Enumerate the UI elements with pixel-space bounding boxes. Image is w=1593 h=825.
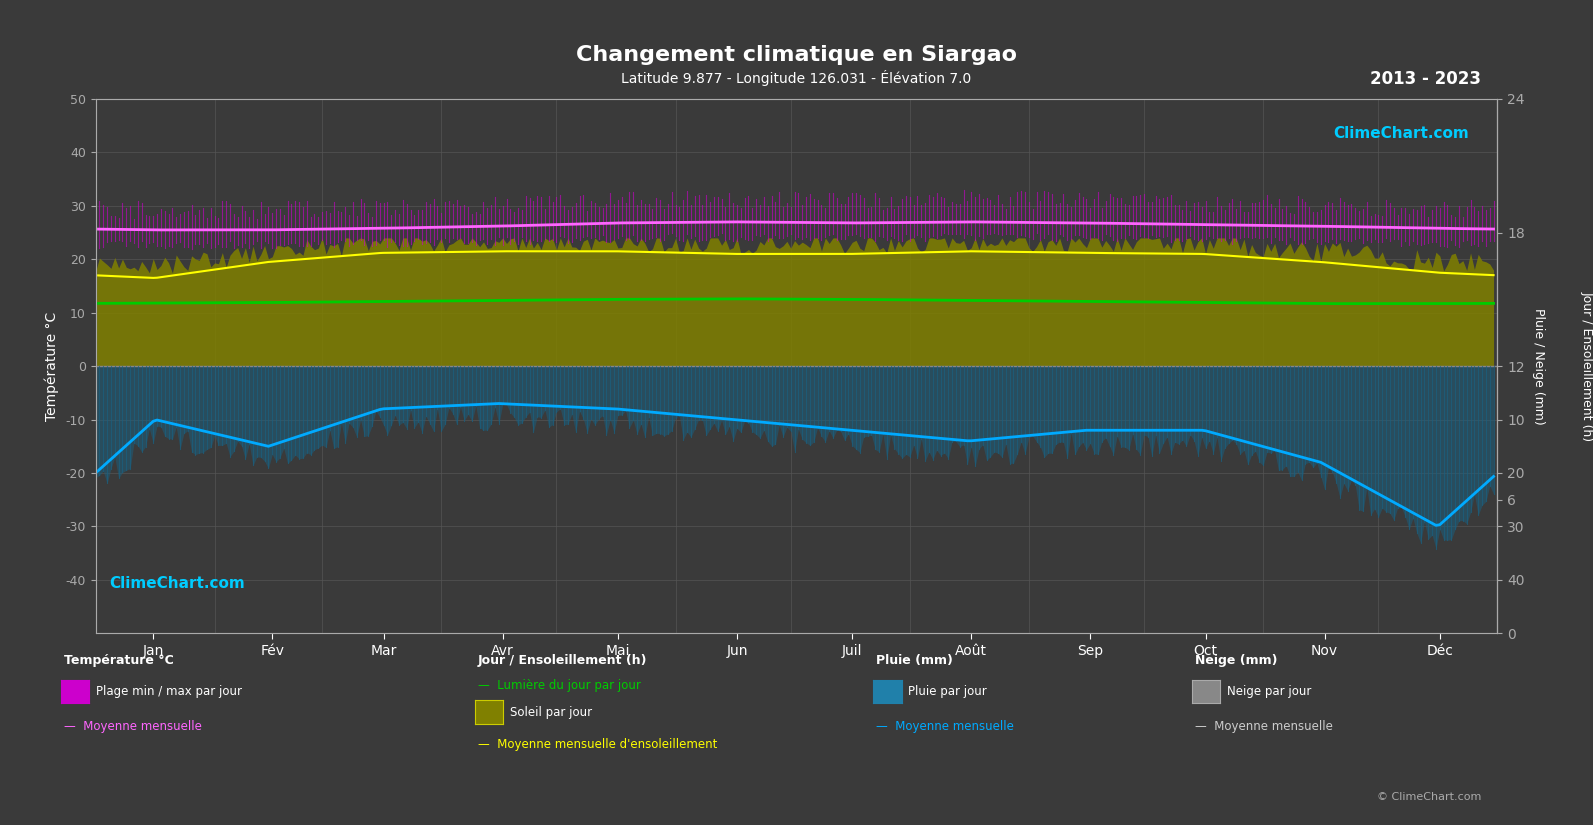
Text: Latitude 9.877 - Longitude 126.031 - Élévation 7.0: Latitude 9.877 - Longitude 126.031 - Élé… xyxy=(621,70,972,86)
Y-axis label: Pluie / Neige (mm): Pluie / Neige (mm) xyxy=(1532,308,1545,425)
Text: Changement climatique en Siargao: Changement climatique en Siargao xyxy=(577,45,1016,65)
Text: —  Lumière du jour par jour: — Lumière du jour par jour xyxy=(478,679,640,692)
Text: Pluie (mm): Pluie (mm) xyxy=(876,654,953,667)
Text: —  Moyenne mensuelle: — Moyenne mensuelle xyxy=(1195,720,1333,733)
Text: Jour / Ensoleillement (h): Jour / Ensoleillement (h) xyxy=(478,654,647,667)
Text: —  Moyenne mensuelle: — Moyenne mensuelle xyxy=(876,720,1015,733)
Text: Pluie par jour: Pluie par jour xyxy=(908,686,986,699)
Y-axis label: Température °C: Température °C xyxy=(45,312,59,421)
Y-axis label: Jour / Ensoleillement (h): Jour / Ensoleillement (h) xyxy=(1580,291,1593,441)
Text: Soleil par jour: Soleil par jour xyxy=(510,706,593,719)
Text: Neige par jour: Neige par jour xyxy=(1227,686,1311,699)
Text: ClimeChart.com: ClimeChart.com xyxy=(1333,125,1469,141)
Text: Plage min / max par jour: Plage min / max par jour xyxy=(96,686,242,699)
Text: Température °C: Température °C xyxy=(64,654,174,667)
Text: © ClimeChart.com: © ClimeChart.com xyxy=(1376,792,1481,802)
Text: Neige (mm): Neige (mm) xyxy=(1195,654,1278,667)
Text: —  Moyenne mensuelle: — Moyenne mensuelle xyxy=(64,720,202,733)
Text: 2013 - 2023: 2013 - 2023 xyxy=(1370,70,1481,88)
Text: —  Moyenne mensuelle d'ensoleillement: — Moyenne mensuelle d'ensoleillement xyxy=(478,738,717,752)
Text: ClimeChart.com: ClimeChart.com xyxy=(110,576,245,591)
